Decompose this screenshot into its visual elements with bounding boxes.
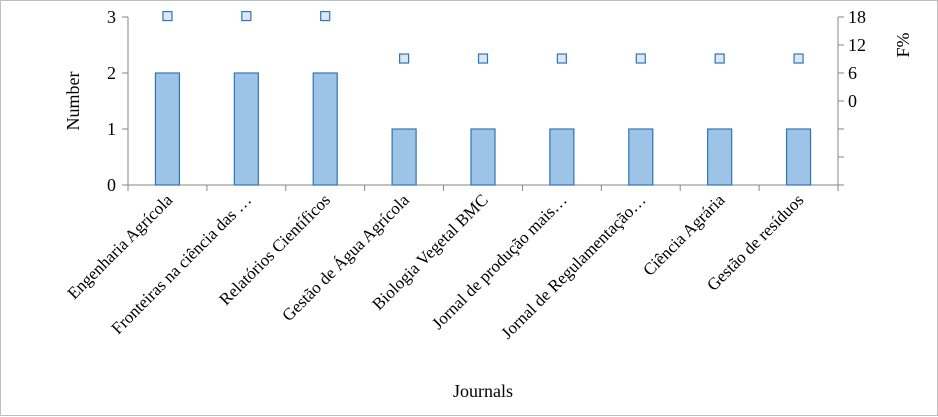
bar: [312, 72, 338, 186]
marker-point: [399, 53, 410, 64]
y-tick-label: 1: [107, 119, 116, 139]
marker-point: [320, 10, 331, 22]
marker-point: [714, 53, 725, 64]
marker-point: [556, 53, 567, 64]
y-tick-label: 0: [107, 175, 116, 195]
marker-point: [635, 53, 646, 64]
x-tick-label: Jornal de produção mais…: [428, 190, 571, 333]
bar: [154, 72, 181, 186]
y-tick-label: 2: [107, 63, 116, 83]
bars: [154, 72, 812, 186]
y-axis-title: Number: [63, 72, 83, 131]
bar: [628, 128, 654, 186]
marker-point: [477, 53, 489, 64]
y2-axis-title: F%: [893, 32, 913, 57]
bar: [470, 128, 496, 186]
y2-tick-label: 6: [848, 63, 857, 83]
bar: [233, 72, 259, 186]
x-tick-label: Gestão de Água Agrícola: [278, 190, 413, 325]
bar: [391, 128, 417, 186]
y2-tick-label: 0: [848, 91, 857, 111]
marker-point: [241, 10, 252, 22]
bar: [549, 128, 575, 186]
y-tick-label: 3: [107, 7, 116, 27]
y2-tick-label: 12: [848, 35, 866, 55]
markers: [162, 10, 804, 64]
marker-point: [162, 10, 173, 22]
x-tick-label: Ciência Agrária: [639, 190, 729, 280]
x-tick-label: Fronteiras na ciência das …: [108, 190, 256, 338]
x-tick-label: Jornal de Regulamentação…: [497, 190, 649, 342]
marker-point: [793, 53, 804, 64]
bar: [707, 128, 733, 186]
y2-tick-label: 18: [848, 7, 866, 27]
bar: [785, 128, 812, 186]
x-axis-title: Journals: [453, 381, 513, 401]
